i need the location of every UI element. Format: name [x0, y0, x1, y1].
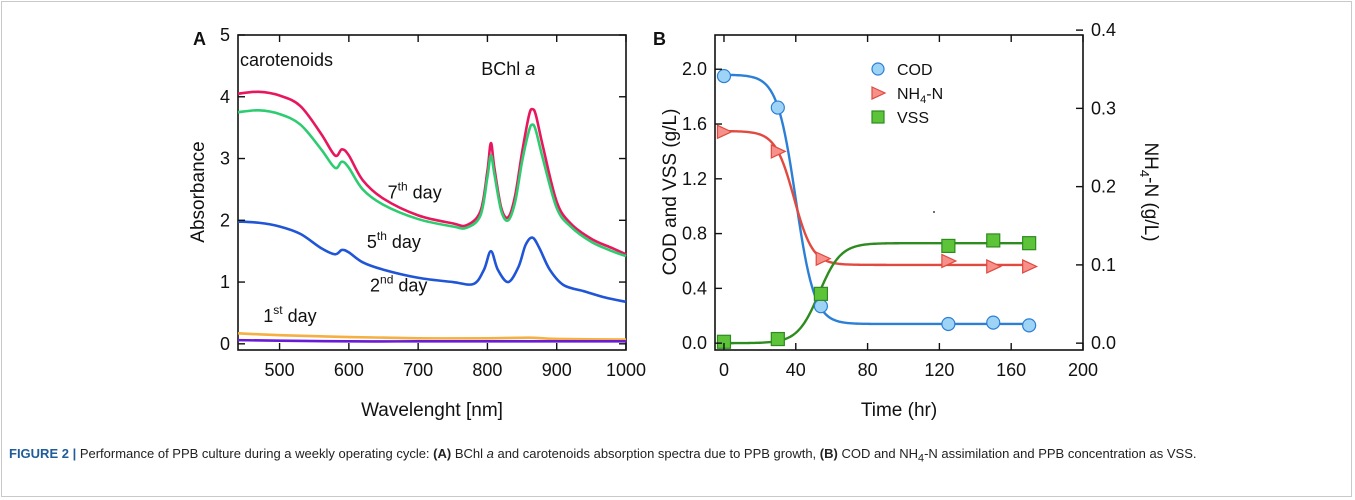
panel-b-label: B	[653, 29, 666, 49]
data-point-vss	[941, 238, 956, 254]
panel-a-plot-frame	[237, 34, 627, 351]
y-tick-label: 2.0	[682, 59, 707, 79]
x-tick-label: 1000	[606, 360, 646, 380]
caption-segment: (B)	[819, 446, 838, 461]
spectrum-line-2	[237, 220, 627, 304]
fit-curve-cod	[723, 73, 1030, 326]
legend-marker-cod	[871, 62, 885, 76]
caption-segment: COD and NH	[837, 446, 919, 461]
caption-text: Performance of PPB culture during a week…	[76, 446, 1197, 465]
data-point-nh4n	[815, 251, 832, 267]
data-point-nh4n	[941, 253, 958, 269]
data-point-cod	[770, 100, 785, 115]
data-point-vss	[770, 331, 785, 347]
data-point-cod	[1022, 318, 1037, 333]
data-point-cod	[716, 68, 732, 84]
annotation-label: carotenoids	[240, 50, 333, 70]
caption-segment: and carotenoids absorption spectra due t…	[493, 446, 820, 461]
caption-segment: (A)	[433, 446, 452, 461]
x-tick-label: 800	[472, 360, 502, 380]
y-tick-label: 1	[220, 272, 230, 292]
y2-tick-label: 0.1	[1091, 255, 1116, 275]
spectrum-line-3	[237, 332, 627, 341]
legend-label: VSS	[897, 110, 929, 127]
data-point-vss	[986, 233, 1001, 248]
panel-a-chart: A 500 600 700 800 900 1000 0 1 2 3 4 5 carotenoids…	[188, 25, 646, 421]
annotation-label: 1st day	[263, 303, 316, 326]
caption-segment: 4	[918, 452, 925, 465]
annotation-label: BChl a	[481, 59, 535, 79]
caption-segment: BChl	[451, 446, 487, 461]
y-tick-label: 1.6	[682, 114, 707, 134]
caption-segment: Performance of PPB culture during a week…	[76, 446, 434, 461]
x-tick-label: 700	[403, 360, 433, 380]
data-point-nh4n	[986, 259, 1003, 274]
x-tick-label: 600	[334, 360, 364, 380]
data-point-nh4n	[716, 124, 733, 140]
y2-tick-label: 0.0	[1091, 333, 1116, 353]
data-point-nh4n	[770, 143, 787, 159]
spectrum-line-0	[237, 90, 627, 256]
panel-b-legend: COD NH4-N VSS	[871, 62, 943, 127]
y-tick-label: 5	[220, 25, 230, 45]
spectrum-line-4	[237, 338, 626, 343]
figure-number: FIGURE 2 |	[9, 446, 77, 461]
x-tick-label: 0	[719, 360, 729, 380]
x-tick-label: 40	[786, 360, 806, 380]
legend-marker-nh4n	[871, 86, 887, 100]
stray-dot	[933, 211, 935, 213]
data-point-cod	[986, 315, 1001, 330]
figure-caption: FIGURE 2 | Performance of PPB culture du…	[9, 444, 1339, 469]
y-tick-label: 3	[220, 149, 230, 169]
x-tick-label: 200	[1068, 360, 1098, 380]
panel-a-y-axis-label: Absorbance	[188, 141, 209, 242]
x-tick-label: 900	[542, 360, 572, 380]
annotation-label: 5th day	[367, 229, 421, 252]
data-point-vss	[813, 286, 829, 301]
y-tick-label: 4	[220, 87, 230, 107]
spectrum-line-1	[237, 109, 627, 258]
legend-label: NH4-N	[897, 86, 943, 106]
y-tick-label: 0.4	[682, 278, 707, 298]
fit-curve-vss	[723, 241, 1030, 345]
panel-b-x-axis-label: Time (hr)	[861, 400, 937, 421]
legend-label: COD	[897, 62, 933, 79]
caption-segment: a	[486, 446, 494, 461]
x-tick-label: 120	[924, 360, 954, 380]
y-tick-label: 1.2	[682, 169, 707, 189]
x-tick-label: 160	[996, 360, 1026, 380]
legend-marker-vss	[871, 110, 885, 124]
y-tick-label: 0.0	[682, 333, 707, 353]
panel-b-chart: B 0 40 80 120 160 200 0.0 0.4 0.8 1.2 1.6 2.0 0.0 0…	[653, 20, 1161, 421]
data-point-cod	[941, 316, 956, 332]
y-tick-label: 0	[220, 334, 230, 354]
caption-segment: -N assimilation and PPB concentration as…	[924, 446, 1197, 461]
y2-tick-label: 0.2	[1091, 177, 1116, 197]
x-tick-label: 80	[858, 360, 878, 380]
panel-b-plot-frame	[714, 34, 1084, 351]
y2-tick-label: 0.4	[1091, 20, 1116, 40]
data-point-nh4n	[1022, 259, 1039, 274]
x-tick-label: 500	[265, 360, 295, 380]
panel-b-right-axis-label: NH4-N (g/L)	[1137, 142, 1161, 241]
y-tick-label: 2	[220, 210, 230, 230]
data-point-vss	[1022, 236, 1037, 251]
panel-a-x-axis-label: Wavelenght [nm]	[361, 400, 503, 421]
panel-a-label: A	[193, 29, 206, 49]
y-tick-label: 0.8	[682, 224, 707, 244]
annotation-label: 7th day	[388, 180, 442, 203]
annotation-label: 2nd day	[370, 272, 427, 295]
data-point-cod	[813, 299, 829, 314]
y2-tick-label: 0.3	[1091, 98, 1116, 118]
panel-b-y-axis-label: COD and VSS (g/L)	[660, 109, 681, 276]
